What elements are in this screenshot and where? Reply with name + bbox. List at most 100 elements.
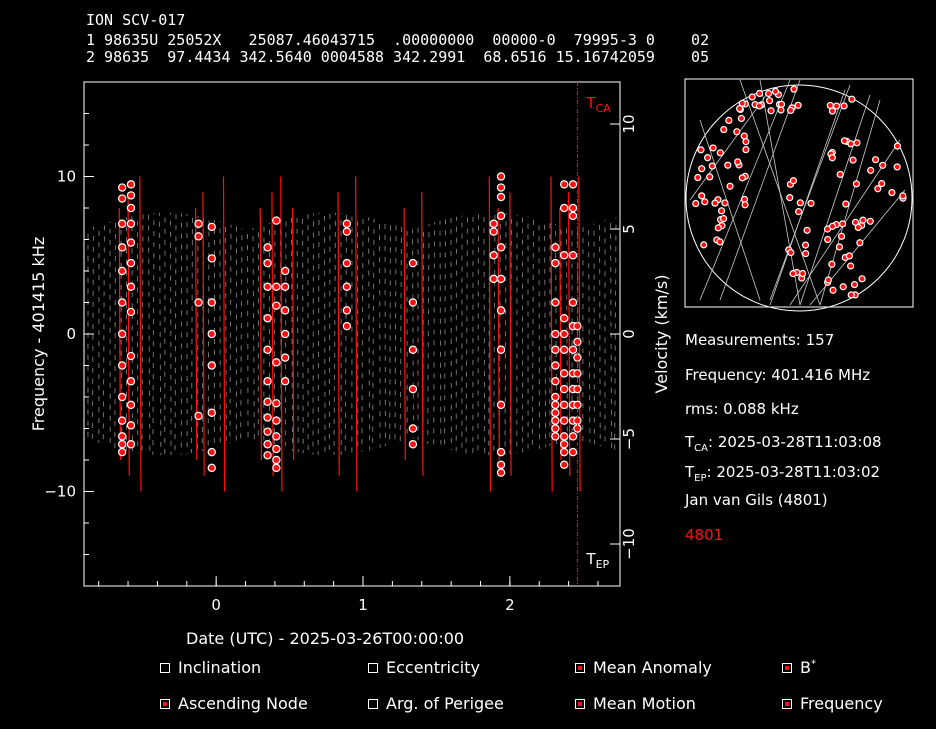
model-trace <box>439 220 442 448</box>
y2-tick-label: 10 <box>620 114 638 133</box>
data-point <box>568 298 578 307</box>
model-trace <box>240 228 243 440</box>
sky-point <box>879 161 887 169</box>
x-axis-label: Date (UTC) - 2025-03-26T00:00:00 <box>186 629 465 648</box>
data-point <box>126 180 136 189</box>
ground-track <box>699 79 791 301</box>
data-point <box>559 203 569 213</box>
sky-point <box>893 142 902 150</box>
sky-point <box>724 161 732 169</box>
x-tick-label: 2 <box>505 596 515 614</box>
data-point <box>551 432 560 441</box>
checkbox-box[interactable] <box>575 698 585 709</box>
sky-point <box>829 286 837 294</box>
data-point <box>263 314 272 323</box>
sky-point <box>709 144 717 152</box>
data-point <box>496 243 506 252</box>
ground-track <box>699 119 761 301</box>
data-point <box>263 243 272 252</box>
data-point <box>272 358 281 367</box>
data-point <box>280 306 290 315</box>
ground-track <box>689 89 771 201</box>
frequency-value: Frequency: 401.416 MHz <box>685 366 871 384</box>
data-point <box>568 432 578 441</box>
sky-point <box>720 125 728 134</box>
y-tick-label: −10 <box>44 483 76 501</box>
sky-point <box>794 101 802 109</box>
ground-track <box>799 94 871 306</box>
data-point <box>559 432 569 441</box>
data-point <box>272 282 281 291</box>
data-point <box>207 298 216 307</box>
sky-point <box>836 170 844 179</box>
sky-point <box>795 208 803 216</box>
sky-point <box>708 162 716 170</box>
checkbox-bstar[interactable]: B* <box>782 658 816 677</box>
sky-point <box>714 224 722 232</box>
model-trace <box>422 225 424 443</box>
checkbox-mean-anomaly[interactable]: Mean Anomaly <box>575 658 712 677</box>
checkbox-arg-of-perigee[interactable]: Arg. of Perigee <box>368 694 504 713</box>
checkbox-box[interactable] <box>368 662 378 673</box>
data-point <box>551 329 560 339</box>
data-point <box>551 243 560 252</box>
model-trace <box>379 220 381 448</box>
data-point <box>496 172 506 181</box>
checkbox-frequency[interactable]: Frequency <box>782 694 883 713</box>
ground-track <box>759 79 801 306</box>
data-point <box>280 377 290 386</box>
data-point <box>496 468 506 477</box>
checkbox-box[interactable] <box>160 698 170 709</box>
data-point <box>126 191 136 200</box>
ground-track <box>819 99 881 306</box>
data-point <box>207 463 216 473</box>
y2-tick-label: 5 <box>620 224 638 234</box>
model-trace <box>483 212 486 456</box>
data-point <box>207 254 216 263</box>
checkbox-box[interactable] <box>782 698 792 709</box>
model-trace <box>394 225 397 443</box>
checkbox-ascending-node[interactable]: Ascending Node <box>160 694 308 713</box>
sky-point <box>893 163 901 171</box>
data-point <box>117 243 127 252</box>
data-point <box>207 408 216 417</box>
data-point <box>263 440 272 449</box>
data-point <box>496 460 506 469</box>
checkbox-box[interactable] <box>160 662 170 673</box>
data-point <box>117 440 127 449</box>
y-tick-label: 10 <box>57 168 76 186</box>
checkbox-box[interactable] <box>782 662 792 673</box>
y2-tick-label: −10 <box>620 528 638 560</box>
sky-point <box>771 87 780 96</box>
model-trace <box>247 230 249 438</box>
checkbox-eccentricity[interactable]: Eccentricity <box>368 658 480 677</box>
model-trace <box>493 212 496 456</box>
sky-point <box>697 146 705 154</box>
checkbox-box[interactable] <box>575 662 585 673</box>
model-trace <box>170 212 172 456</box>
checkbox-mean-motion[interactable]: Mean Motion <box>575 694 696 713</box>
pass-curve <box>578 176 581 492</box>
sky-point <box>828 260 836 268</box>
data-point <box>117 361 127 370</box>
sky-point <box>799 269 807 278</box>
model-trace <box>302 214 304 454</box>
checkbox-box[interactable] <box>368 698 378 709</box>
data-point <box>551 424 560 433</box>
sky-point <box>777 100 786 108</box>
checkbox-inclination[interactable]: Inclination <box>160 658 261 677</box>
checkbox-label: Inclination <box>178 658 262 677</box>
bstar-sup: * <box>810 658 816 670</box>
data-point <box>408 440 418 449</box>
data-point <box>408 258 418 268</box>
data-point <box>272 432 281 441</box>
model-trace <box>252 228 255 440</box>
data-point <box>559 384 569 394</box>
sky-point <box>867 166 875 174</box>
tca-time: TCA: 2025-03-28T11:03:08 <box>685 433 882 454</box>
data-point <box>559 180 569 189</box>
model-trace <box>427 224 430 444</box>
data-point <box>117 392 127 402</box>
data-point <box>408 384 418 394</box>
